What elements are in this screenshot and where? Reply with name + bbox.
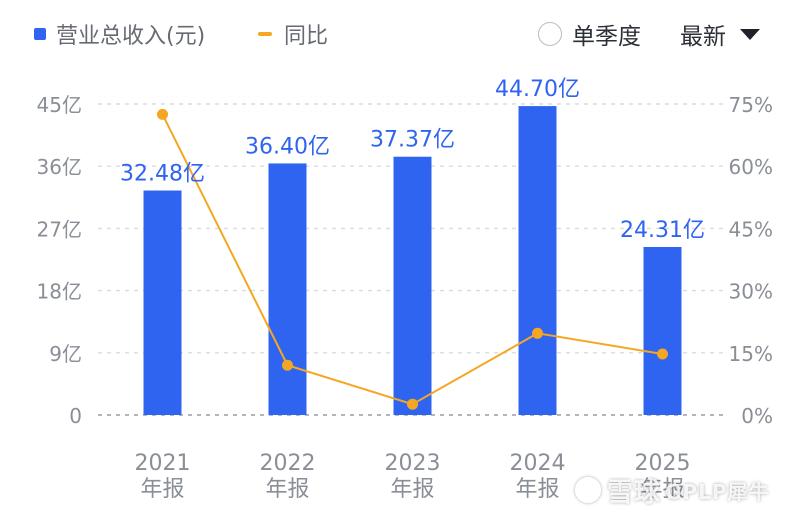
legend-label-revenue: 营业总收入(元) [56, 24, 206, 49]
label-layer: 32.48亿 36.40亿 37.37亿 44.70亿 24.31亿 [120, 77, 705, 243]
y-left-tick-label: 0 [69, 404, 82, 428]
revenue-value-label: 44.70亿 [495, 77, 580, 102]
line-layer [157, 108, 668, 410]
y-right-tick-label: 15% [729, 342, 773, 366]
axis-layer: 0 9亿 18亿 27亿 36亿 45亿 0% 15% 30% 45% 60% 75% 2021 年报 20… [37, 93, 773, 502]
watermark: 雪球 GPLP犀牛 [575, 474, 770, 508]
revenue-bar [143, 190, 182, 415]
legend-item-revenue[interactable]: 营业总收入(元) [34, 18, 205, 50]
revenue-bar [643, 246, 682, 415]
radio-circle-icon[interactable] [538, 22, 562, 46]
single-quarter-label: 单季度 [572, 24, 641, 50]
y-right-tick-label: 60% [729, 155, 773, 179]
revenue-value-label: 24.31亿 [620, 218, 705, 243]
revenue-value-label: 32.48亿 [120, 162, 205, 187]
x-tick-label: 2021 年报 [135, 451, 191, 502]
x-tick-label: 2025 年报 [635, 451, 691, 502]
sort-dropdown-label: 最新 [680, 24, 726, 50]
watermark-site: 雪球 [607, 477, 662, 508]
y-right-tick-label: 0% [741, 404, 773, 428]
yoy-point [407, 398, 418, 410]
y-right-tick-label: 75% [729, 93, 773, 117]
y-right-tick-label: 30% [729, 280, 773, 304]
single-quarter-toggle[interactable]: 单季度 [538, 18, 641, 50]
snowball-logo-icon [575, 477, 601, 503]
legend-item-yoy[interactable]: 同比 [258, 18, 328, 50]
revenue-bar [268, 163, 307, 415]
legend-swatch-yoy [258, 32, 272, 36]
chart-legend: 营业总收入(元) 同比 [0, 0, 809, 70]
y-left-tick-label: 18亿 [37, 280, 82, 304]
caret-down-icon [740, 28, 760, 40]
y-left-tick-label: 36亿 [37, 155, 82, 179]
yoy-point [532, 327, 543, 339]
sort-dropdown[interactable]: 最新 [680, 18, 760, 50]
y-left-tick-label: 9亿 [49, 342, 82, 366]
grid-layer [98, 103, 725, 416]
bar-layer [143, 106, 682, 415]
y-left-tick-label: 45亿 [37, 93, 82, 117]
y-right-tick-label: 45% [729, 217, 773, 241]
revenue-value-label: 37.37亿 [370, 128, 455, 153]
revenue-bar [518, 106, 557, 415]
yoy-point [657, 348, 668, 360]
yoy-point [157, 108, 168, 120]
x-tick-label: 2024 年报 [510, 451, 566, 502]
legend-label-yoy: 同比 [284, 24, 329, 49]
watermark-user: GPLP犀牛 [665, 479, 770, 504]
y-left-tick-label: 27亿 [37, 217, 82, 241]
x-tick-label: 2022 年报 [260, 451, 316, 502]
revenue-bar [393, 156, 432, 415]
yoy-point [282, 359, 293, 371]
x-tick-label: 2023 年报 [385, 451, 441, 502]
revenue-value-label: 36.40亿 [245, 134, 330, 159]
legend-swatch-revenue [34, 28, 46, 40]
